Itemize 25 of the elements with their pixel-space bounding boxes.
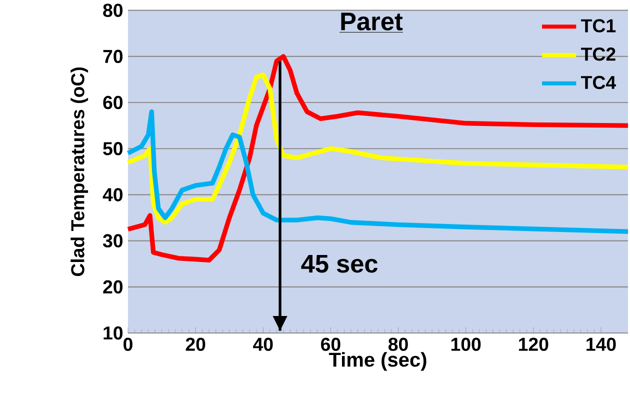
legend-label: TC4 (581, 76, 616, 90)
y-tick-label: 50 (103, 142, 123, 156)
y-tick-label: 10 (104, 326, 123, 340)
legend-label: TC1 (581, 19, 616, 32)
chart-title: Paret (341, 12, 403, 30)
line-series (126, 109, 630, 234)
line-series (126, 72, 630, 225)
ref-line-label: 45 sec (301, 255, 378, 273)
x-tick-label: 120 (519, 338, 548, 351)
x-tick-label: 80 (388, 338, 408, 351)
x-tick-label: 0 (124, 338, 132, 351)
y-tick-label: 20 (103, 280, 123, 294)
y-axis-title: Clad Temperatures (oC) (70, 68, 88, 276)
x-tick-label: 40 (253, 338, 273, 351)
x-tick-label: 140 (586, 338, 616, 351)
x-axis-title: Time (sec) (328, 352, 426, 371)
y-tick-label: 60 (103, 96, 123, 110)
legend-label: TC2 (581, 48, 616, 61)
y-tick-label: 40 (102, 188, 123, 202)
x-tick-label: 100 (451, 338, 481, 351)
x-tick-label: 20 (186, 338, 206, 351)
y-tick-label: 80 (103, 4, 123, 17)
y-tick-label: 70 (103, 50, 123, 64)
y-tick-label: 30 (102, 234, 123, 248)
x-tick-label: 60 (321, 338, 340, 351)
